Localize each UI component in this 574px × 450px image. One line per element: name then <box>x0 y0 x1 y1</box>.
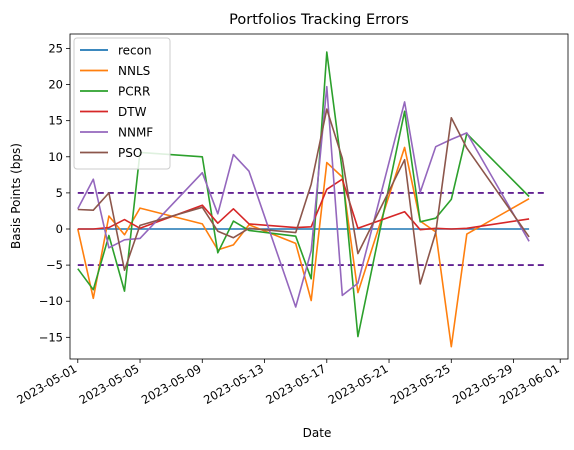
y-tick-label: −5 <box>46 258 63 272</box>
y-tick-label: 25 <box>48 41 63 55</box>
series-line-nnmf <box>77 85 530 308</box>
legend: recon NNLS PCRR DTW NNMF PSO <box>73 37 171 170</box>
legend-label-recon: recon <box>118 44 152 58</box>
y-tick-label: 0 <box>56 222 63 236</box>
y-tick-label: 10 <box>48 150 63 164</box>
threshold-lines <box>77 192 545 266</box>
y-axis: −15 −10 −5 0 5 10 15 20 25 <box>39 41 70 344</box>
y-tick-label: −15 <box>39 330 63 344</box>
series-lines <box>77 51 530 348</box>
x-axis-label: Date <box>303 426 332 440</box>
legend-label-pso: PSO <box>118 146 142 160</box>
series-line-pso <box>77 108 530 285</box>
y-tick-label: 20 <box>48 78 63 92</box>
legend-label-nnls: NNLS <box>118 64 150 78</box>
y-axis-label: Basis Points (bps) <box>9 143 23 249</box>
legend-label-pcrr: PCRR <box>118 85 150 99</box>
plot-frame <box>69 33 569 360</box>
legend-label-nnmf: NNMF <box>118 126 153 140</box>
series-line-nnls <box>77 146 530 348</box>
series-line-dtw <box>77 178 530 231</box>
chart-title: Portfolios Tracking Errors <box>229 12 409 28</box>
legend-label-dtw: DTW <box>118 105 147 119</box>
series-line-pcrr <box>77 51 530 338</box>
y-tick-label: 15 <box>48 114 63 128</box>
y-tick-label: 5 <box>56 186 63 200</box>
y-tick-label: −10 <box>39 294 63 308</box>
